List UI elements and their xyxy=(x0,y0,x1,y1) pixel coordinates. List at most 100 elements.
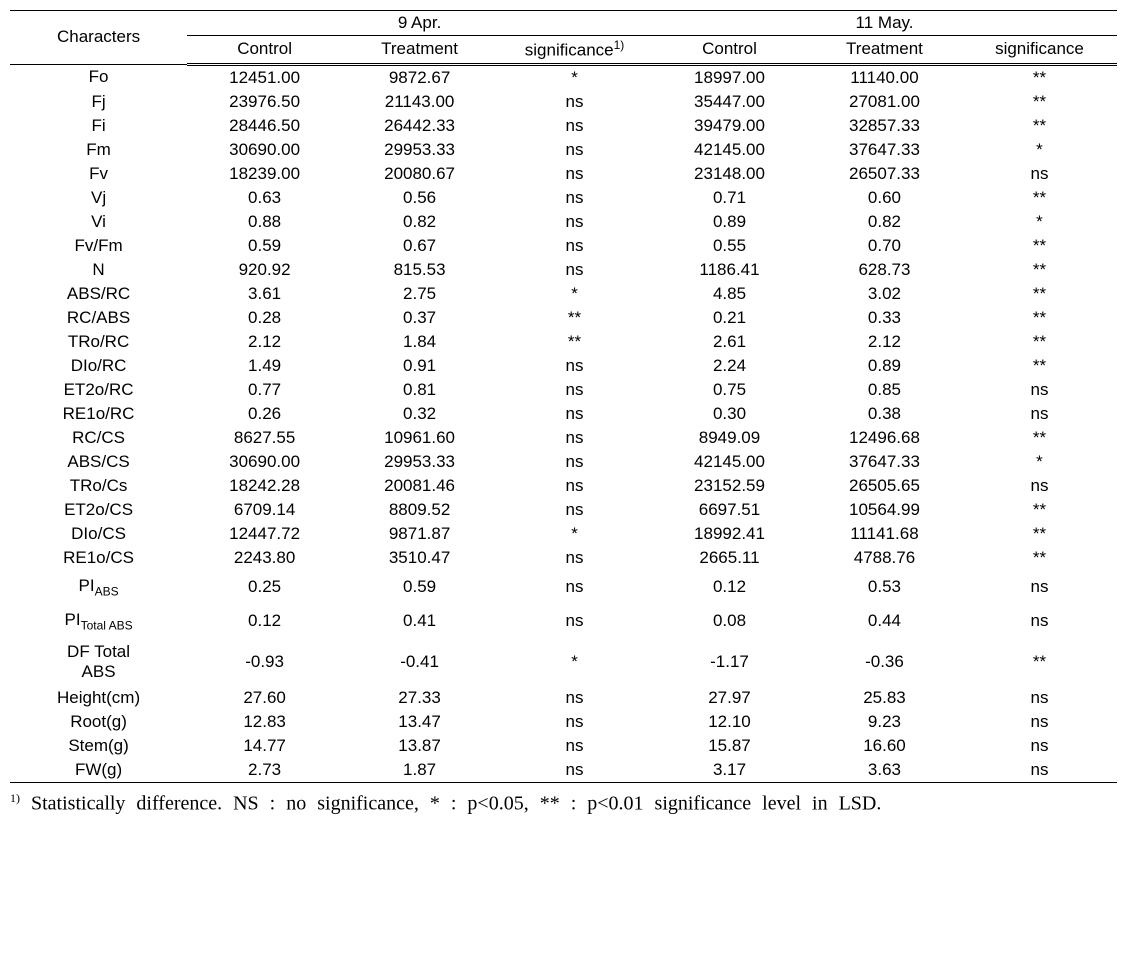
cell-treatment1: 815.53 xyxy=(342,258,497,282)
cell-control2: 35447.00 xyxy=(652,90,807,114)
cell-significance2: ** xyxy=(962,90,1117,114)
cell-character: Fi xyxy=(10,114,187,138)
cell-control2: 23152.59 xyxy=(652,474,807,498)
cell-treatment2: 26507.33 xyxy=(807,162,962,186)
table-row: PIABS0.250.59ns0.120.53ns xyxy=(10,570,1117,604)
cell-character: FW(g) xyxy=(10,758,187,783)
cell-significance2: ns xyxy=(962,570,1117,604)
cell-treatment2: 11140.00 xyxy=(807,64,962,90)
cell-significance2: ns xyxy=(962,710,1117,734)
cell-control2: 0.71 xyxy=(652,186,807,210)
cell-treatment2: 3.63 xyxy=(807,758,962,783)
cell-significance2: ns xyxy=(962,474,1117,498)
cell-treatment2: 12496.68 xyxy=(807,426,962,450)
cell-significance1: * xyxy=(497,522,652,546)
cell-significance2: ** xyxy=(962,114,1117,138)
header-treatment2: Treatment xyxy=(807,36,962,65)
cell-control2: 0.89 xyxy=(652,210,807,234)
cell-control1: 30690.00 xyxy=(187,450,342,474)
cell-significance2: * xyxy=(962,210,1117,234)
cell-control1: 2243.80 xyxy=(187,546,342,570)
cell-significance1: ns xyxy=(497,210,652,234)
table-row: ABS/CS30690.0029953.33ns42145.0037647.33… xyxy=(10,450,1117,474)
cell-treatment2: 37647.33 xyxy=(807,450,962,474)
cell-significance1: ns xyxy=(497,474,652,498)
cell-treatment2: 3.02 xyxy=(807,282,962,306)
header-date2: 11 May. xyxy=(652,11,1117,36)
cell-control1: 0.26 xyxy=(187,402,342,426)
cell-significance2: ** xyxy=(962,64,1117,90)
cell-control1: -0.93 xyxy=(187,638,342,686)
cell-significance2: ** xyxy=(962,638,1117,686)
cell-significance1: ns xyxy=(497,498,652,522)
cell-treatment1: 26442.33 xyxy=(342,114,497,138)
header-significance2: significance xyxy=(962,36,1117,65)
cell-control1: 0.59 xyxy=(187,234,342,258)
cell-treatment2: 11141.68 xyxy=(807,522,962,546)
cell-significance2: ** xyxy=(962,498,1117,522)
cell-control2: -1.17 xyxy=(652,638,807,686)
cell-character: ET2o/RC xyxy=(10,378,187,402)
cell-control2: 6697.51 xyxy=(652,498,807,522)
cell-control1: 18239.00 xyxy=(187,162,342,186)
table-row: RC/ABS0.280.37**0.210.33** xyxy=(10,306,1117,330)
cell-significance1: ns xyxy=(497,186,652,210)
cell-treatment1: 0.56 xyxy=(342,186,497,210)
cell-control1: 2.12 xyxy=(187,330,342,354)
cell-significance2: ** xyxy=(962,234,1117,258)
cell-significance2: ** xyxy=(962,282,1117,306)
table-row: Fv/Fm0.590.67ns0.550.70** xyxy=(10,234,1117,258)
cell-significance1: ns xyxy=(497,734,652,758)
cell-character: Fo xyxy=(10,64,187,90)
cell-control1: 30690.00 xyxy=(187,138,342,162)
cell-control2: 39479.00 xyxy=(652,114,807,138)
cell-significance2: ** xyxy=(962,546,1117,570)
table-row: RE1o/CS2243.803510.47ns2665.114788.76** xyxy=(10,546,1117,570)
cell-significance1: ns xyxy=(497,138,652,162)
cell-significance1: ns xyxy=(497,758,652,783)
cell-character: Vj xyxy=(10,186,187,210)
cell-significance2: * xyxy=(962,450,1117,474)
table-row: TRo/Cs18242.2820081.46ns23152.5926505.65… xyxy=(10,474,1117,498)
table-row: ET2o/RC0.770.81ns0.750.85ns xyxy=(10,378,1117,402)
cell-treatment2: 2.12 xyxy=(807,330,962,354)
footnote-sup: 1) xyxy=(10,791,20,805)
cell-significance2: ** xyxy=(962,354,1117,378)
cell-control2: 0.30 xyxy=(652,402,807,426)
cell-treatment1: 1.84 xyxy=(342,330,497,354)
table-row: Stem(g)14.7713.87ns15.8716.60ns xyxy=(10,734,1117,758)
cell-significance1: ns xyxy=(497,570,652,604)
cell-treatment2: 26505.65 xyxy=(807,474,962,498)
cell-significance1: ns xyxy=(497,710,652,734)
table-row: Vi0.880.82ns0.890.82* xyxy=(10,210,1117,234)
cell-treatment1: 20080.67 xyxy=(342,162,497,186)
cell-control2: 0.75 xyxy=(652,378,807,402)
cell-significance2: ** xyxy=(962,186,1117,210)
cell-treatment1: 9872.67 xyxy=(342,64,497,90)
cell-treatment1: 0.82 xyxy=(342,210,497,234)
cell-treatment1: -0.41 xyxy=(342,638,497,686)
cell-character: DIo/RC xyxy=(10,354,187,378)
cell-character: Root(g) xyxy=(10,710,187,734)
cell-significance1: ns xyxy=(497,234,652,258)
cell-significance2: * xyxy=(962,138,1117,162)
cell-significance1: ns xyxy=(497,114,652,138)
table-row: TRo/RC2.121.84**2.612.12** xyxy=(10,330,1117,354)
cell-treatment1: 0.81 xyxy=(342,378,497,402)
cell-treatment1: 10961.60 xyxy=(342,426,497,450)
cell-control1: 0.63 xyxy=(187,186,342,210)
cell-significance2: ns xyxy=(962,378,1117,402)
cell-character: ET2o/CS xyxy=(10,498,187,522)
cell-treatment1: 0.37 xyxy=(342,306,497,330)
cell-control2: 1186.41 xyxy=(652,258,807,282)
cell-treatment1: 13.87 xyxy=(342,734,497,758)
cell-control1: 920.92 xyxy=(187,258,342,282)
data-table: Characters 9 Apr. 11 May. Control Treatm… xyxy=(10,10,1117,783)
cell-significance2: ns xyxy=(962,686,1117,710)
cell-control2: 18992.41 xyxy=(652,522,807,546)
cell-character: RE1o/CS xyxy=(10,546,187,570)
cell-character: DF TotalABS xyxy=(10,638,187,686)
cell-treatment2: 27081.00 xyxy=(807,90,962,114)
cell-control1: 0.88 xyxy=(187,210,342,234)
cell-treatment2: 628.73 xyxy=(807,258,962,282)
